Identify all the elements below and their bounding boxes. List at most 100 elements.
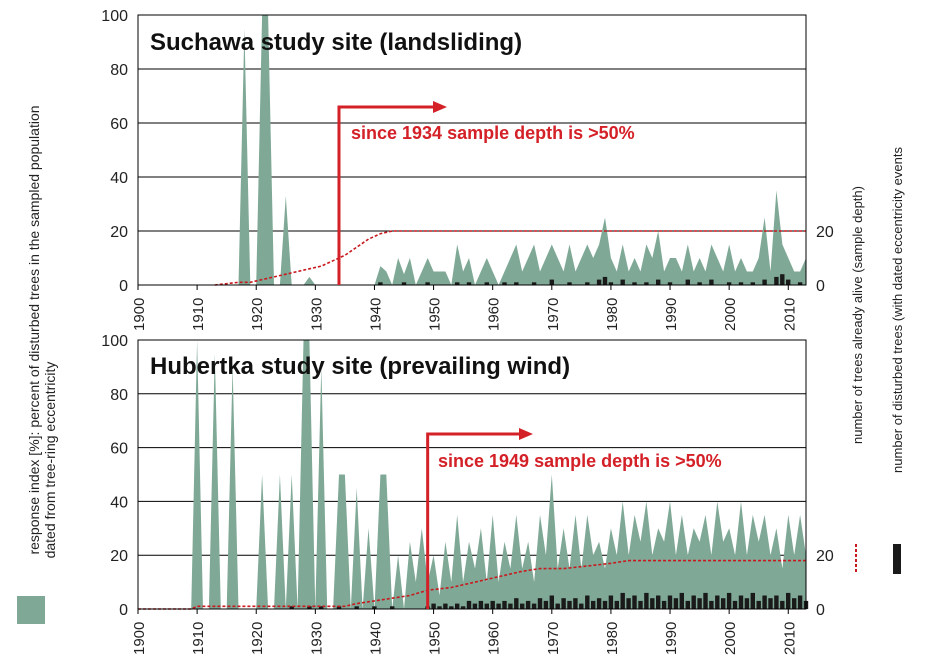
hubertka-disturbed-bar-1954 <box>455 603 460 609</box>
hubertka-disturbed-bar-1979 <box>602 600 608 609</box>
hubertka-y-tick-label: 100 <box>101 333 128 350</box>
right-axis-label-disturbed-trees: number of disturbed trees (with dated ec… <box>890 147 905 473</box>
suchawa-x-tick-label: 1910 <box>190 298 207 331</box>
suchawa-disturbed-bar-1995 <box>697 282 702 285</box>
suchawa-disturbed-bar-1941 <box>378 282 383 285</box>
hubertka-disturbed-bar-1950 <box>431 603 436 609</box>
suchawa-disturbed-bar-1982 <box>620 279 625 285</box>
left-axis-label: response index [%]: percent of disturbed… <box>26 105 42 554</box>
hubertka-disturbed-bar-1926 <box>289 606 294 609</box>
hubertka-disturbed-bar-1958 <box>478 600 484 609</box>
suchawa-y-tick-label: 40 <box>110 170 128 187</box>
suchawa-disturbed-bar-2000 <box>726 282 732 285</box>
suchawa-disturbed-bar-1986 <box>644 282 649 285</box>
suchawa-disturbed-bar-1949 <box>425 282 430 285</box>
hubertka-disturbed-bar-1974 <box>573 598 578 609</box>
hubertka-disturbed-bar-1989 <box>661 600 667 609</box>
suchawa-plot-frame <box>137 14 807 286</box>
hubertka-disturbed-bar-2002 <box>738 595 744 609</box>
hubertka-disturbed-bar-1997 <box>709 600 714 609</box>
suchawa-disturbed-bar-1964 <box>514 282 519 285</box>
suchawa-disturbed-bar-1973 <box>567 282 572 285</box>
suchawa-disturbed-bar-2004 <box>750 282 755 285</box>
hubertka-y-tick-label: 0 <box>119 602 128 619</box>
hubertka-x-tick-label: 1940 <box>367 622 384 655</box>
hubertka-x-tick-label: 1970 <box>545 622 562 655</box>
left-axis-label-line2: dated from tree-ring eccentricity <box>42 362 58 559</box>
hubertka-annotation-arrow <box>426 432 521 609</box>
hubertka-disturbed-bar-1995 <box>697 598 702 609</box>
hubertka-response-index-area <box>191 340 806 609</box>
suchawa-right-tick-label: 20 <box>816 224 834 241</box>
suchawa-disturbed-bar-2006 <box>762 279 767 285</box>
suchawa-sample-depth-line <box>214 230 806 286</box>
hubertka-disturbed-bar-2004 <box>750 592 755 609</box>
hubertka-disturbed-bar-1985 <box>638 600 643 609</box>
hubertka-x-tick-label: 1910 <box>190 622 207 655</box>
suchawa-x-tick-label: 1980 <box>604 298 621 331</box>
suchawa-x-tick-label: 1960 <box>486 298 503 331</box>
suchawa-disturbed-bar-1978 <box>596 279 602 285</box>
hubertka-disturbed-bar-1955 <box>460 606 466 609</box>
hubertka-disturbed-bar-1984 <box>632 595 637 609</box>
hubertka-disturbed-bar-2006 <box>762 595 767 609</box>
hubertka-disturbed-bar-1972 <box>561 598 566 609</box>
hubertka-disturbed-bar-2007 <box>768 598 773 609</box>
hubertka-disturbed-bar-1993 <box>685 600 690 609</box>
suchawa-title: Suchawa study site (landsliding) <box>150 29 522 56</box>
hubertka-x-tick-label: 2010 <box>781 622 798 655</box>
hubertka-x-tick-label: 1930 <box>308 622 325 655</box>
hubertka-disturbed-bar-1969 <box>543 600 549 609</box>
hubertka-disturbed-bar-2003 <box>744 598 750 609</box>
suchawa-disturbed-bar-2012 <box>797 282 803 285</box>
hubertka-disturbed-bar-1977 <box>591 600 596 609</box>
hubertka-right-tick-label: 20 <box>816 548 834 565</box>
hubertka-x-tick-label: 2000 <box>722 622 739 655</box>
hubertka-disturbed-bar-1998 <box>715 595 720 609</box>
suchawa-x-tick-label: 2000 <box>722 298 739 331</box>
hubertka-disturbed-bar-2010 <box>786 592 791 609</box>
hubertka-x-tick-label: 1950 <box>427 622 444 655</box>
hubertka-y-tick-label: 40 <box>110 494 128 511</box>
hubertka-disturbed-bar-1987 <box>650 598 655 609</box>
suchawa-x-tick-label: 1950 <box>427 298 444 331</box>
suchawa-x-tick-label: 1990 <box>663 298 680 331</box>
hubertka-disturbed-bar-1999 <box>721 598 726 609</box>
hubertka-x-tick-label: 1960 <box>486 622 503 655</box>
suchawa-disturbed-bar-2002 <box>738 282 744 285</box>
hubertka-disturbed-bar-1991 <box>673 598 679 609</box>
suchawa-disturbed-bar-1979 <box>602 276 608 285</box>
suchawa-y-tick-label: 80 <box>110 62 128 79</box>
hubertka-disturbed-bar-1981 <box>614 600 619 609</box>
suchawa-y-tick-label: 100 <box>101 8 128 25</box>
hubertka-disturbed-bar-1967 <box>531 603 537 609</box>
suchawa-disturbed-bar-1956 <box>466 282 472 285</box>
suchawa-annotation-arrow <box>337 105 435 285</box>
hubertka-annotation-arrowhead <box>519 428 533 440</box>
suchawa-disturbed-bar-1970 <box>549 279 554 285</box>
hubertka-disturbed-bar-1994 <box>691 595 696 609</box>
hubertka-disturbed-bar-2005 <box>756 600 761 609</box>
hubertka-disturbed-bar-1965 <box>520 603 525 609</box>
hubertka-disturbed-bar-2011 <box>792 598 797 609</box>
suchawa-disturbed-bar-1997 <box>709 279 714 285</box>
hubertka-disturbed-bar-1980 <box>608 595 614 609</box>
hubertka-y-tick-label: 60 <box>110 441 128 458</box>
suchawa-disturbed-bar-1962 <box>502 282 507 285</box>
suchawa-x-tick-label: 1920 <box>249 298 266 331</box>
hubertka-disturbed-bar-1966 <box>525 600 531 609</box>
suchawa-disturbed-bar-1990 <box>667 282 673 285</box>
suchawa-y-tick-label: 60 <box>110 116 128 133</box>
suchawa-disturbed-bar-1967 <box>531 282 537 285</box>
suchawa-annotation-arrowhead <box>433 101 447 113</box>
hubertka-disturbed-bar-2000 <box>726 592 732 609</box>
hubertka-disturbed-bar-1990 <box>667 595 673 609</box>
suchawa-x-tick-label: 1940 <box>367 298 384 331</box>
suchawa-y-tick-label: 20 <box>110 224 128 241</box>
hubertka-disturbed-bar-1962 <box>502 600 507 609</box>
hubertka-disturbed-bar-1970 <box>549 595 554 609</box>
hubertka-disturbed-bar-1971 <box>555 603 560 609</box>
suchawa-right-tick-label: 0 <box>816 278 825 295</box>
hubertka-plot-frame <box>137 339 807 610</box>
hubertka-disturbed-bar-1951 <box>437 606 442 609</box>
